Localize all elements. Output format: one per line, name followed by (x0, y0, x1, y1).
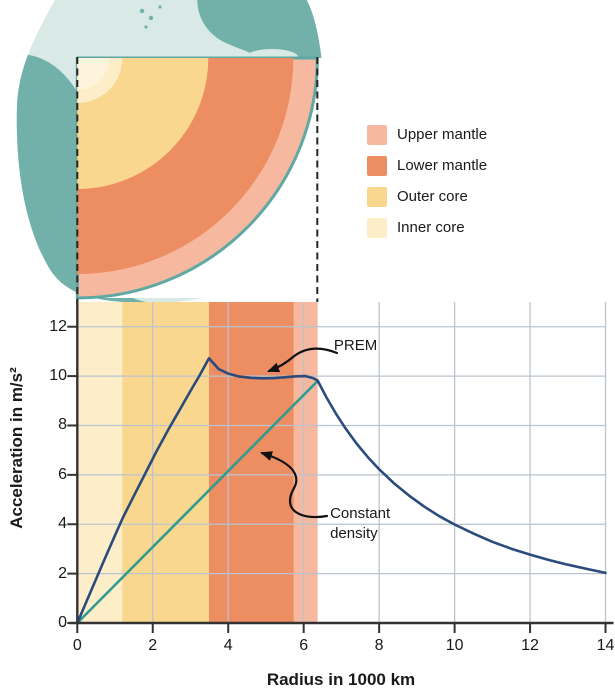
band-inner-core (77, 302, 122, 623)
earth-gravity-figure: Upper mantle Lower mantle Outer core Inn… (0, 0, 615, 694)
legend-label: Lower mantle (397, 156, 487, 176)
y-axis-title: Acceleration in m/s² (6, 318, 28, 578)
legend-item-inner-core: Inner core (367, 218, 487, 238)
layer-legend: Upper mantle Lower mantle Outer core Inn… (367, 125, 487, 249)
legend-item-outer-core: Outer core (367, 187, 487, 207)
x-axis-title: Radius in 1000 km (216, 670, 466, 690)
upper-mantle-swatch (367, 125, 387, 145)
figure-graphic (0, 0, 615, 694)
legend-label: Outer core (397, 187, 468, 207)
outer-core-swatch (367, 187, 387, 207)
legend-label: Upper mantle (397, 125, 487, 145)
legend-item-upper-mantle: Upper mantle (367, 125, 487, 145)
earth-cross-section (77, 58, 317, 298)
band-lower-mantle (209, 302, 294, 623)
inner-core-swatch (367, 218, 387, 238)
legend-item-lower-mantle: Lower mantle (367, 156, 487, 176)
legend-label: Inner core (397, 218, 465, 238)
acceleration-chart (67, 300, 613, 633)
band-outer-core (122, 302, 209, 623)
lower-mantle-swatch (367, 156, 387, 176)
